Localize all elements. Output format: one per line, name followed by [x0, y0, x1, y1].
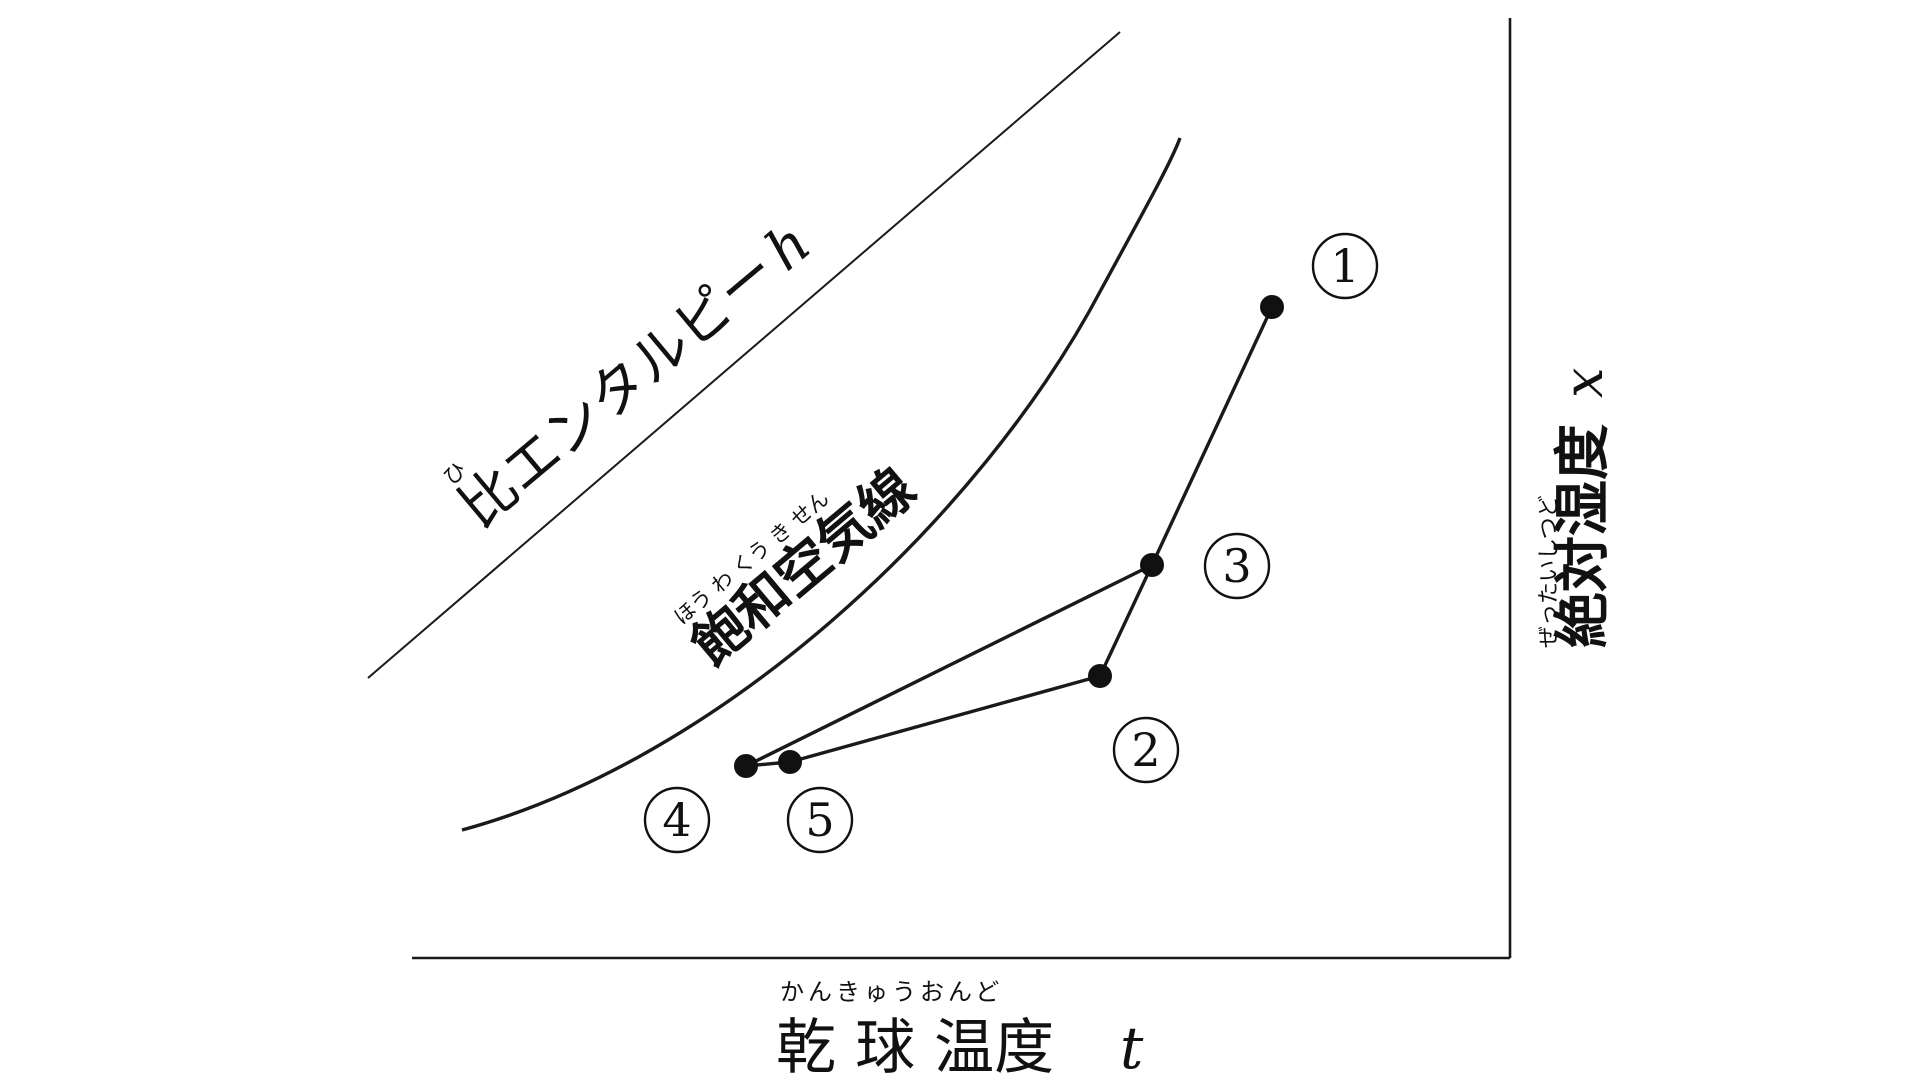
- state-point-2: [1088, 664, 1112, 688]
- state-point-5: [778, 750, 802, 774]
- absolute-humidity-symbol: x: [1552, 368, 1615, 398]
- dry-bulb-label-group: かんきゅうおんど 乾 球 温度 t: [776, 978, 1144, 1080]
- enthalpy-line: [367, 31, 1121, 679]
- saturation-label-group: ほう わ くう き せん 飽和空気線: [669, 455, 927, 678]
- dry-bulb-symbol: t: [1120, 1014, 1144, 1080]
- saturation-curve: [461, 137, 1182, 832]
- point-number-1: 1: [1330, 239, 1359, 293]
- state-point-3: [1140, 553, 1164, 577]
- point-number-5: 5: [805, 793, 834, 847]
- point-label-2: 2: [1112, 716, 1180, 784]
- point-label-1: 1: [1311, 232, 1379, 300]
- point-number-4: 4: [662, 793, 691, 847]
- state-point-1: [1260, 295, 1284, 319]
- enthalpy-label: 比エンタルピー: [447, 239, 789, 541]
- absolute-humidity-label: 絶対湿度: [1550, 424, 1616, 648]
- point-label-3: 3: [1203, 532, 1271, 600]
- state-point-4: [734, 754, 758, 778]
- state-points: [734, 295, 1284, 778]
- point-label-5: 5: [786, 786, 854, 854]
- point-number-3: 3: [1222, 539, 1251, 593]
- dry-bulb-ruby: かんきゅうおんど: [780, 978, 1003, 1006]
- point-label-4: 4: [643, 786, 711, 854]
- point-number-2: 2: [1131, 723, 1160, 777]
- enthalpy-label-group: ひ 比エンタルピー h: [439, 211, 823, 541]
- dry-bulb-label: 乾 球 温度: [776, 1013, 1054, 1080]
- process-route: [745, 306, 1274, 768]
- absolute-humidity-label-group: ぜったいしつど 絶対湿度 x: [1537, 368, 1616, 648]
- absolute-humidity-ruby: ぜったいしつど: [1537, 495, 1562, 648]
